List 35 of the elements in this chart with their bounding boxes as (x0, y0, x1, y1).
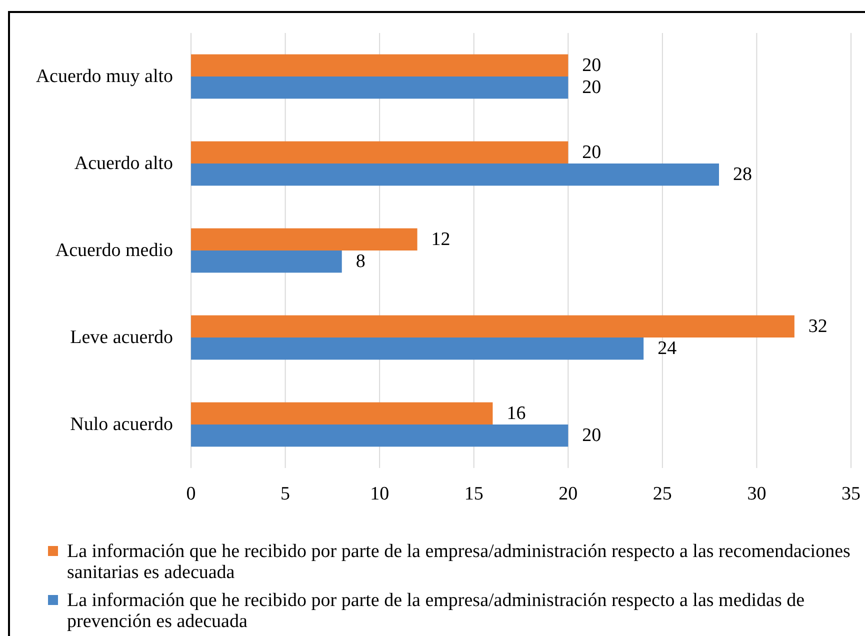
bar (191, 338, 644, 360)
bar (191, 424, 568, 447)
data-label: 12 (431, 228, 450, 250)
data-label: 16 (506, 402, 526, 424)
x-tick-label: 10 (370, 484, 390, 504)
bar (191, 76, 568, 99)
data-label: 24 (658, 338, 678, 360)
bar (191, 228, 418, 250)
data-label: 28 (733, 164, 752, 186)
bar (191, 164, 719, 186)
x-tick-label: 35 (842, 484, 860, 504)
data-label: 8 (356, 251, 366, 272)
y-tick-label: Nulo acuerdo (70, 414, 173, 435)
y-tick-label: Acuerdo medio (55, 240, 173, 261)
bar (191, 250, 342, 273)
y-tick-label: Acuerdo muy alto (36, 66, 173, 87)
bar (191, 315, 794, 338)
data-label: 32 (808, 316, 828, 337)
y-tick-label: Leve acuerdo (70, 327, 173, 348)
x-tick-label: 15 (464, 484, 484, 504)
y-tick-label: Acuerdo alto (74, 153, 173, 174)
data-label: 20 (582, 142, 602, 163)
x-tick-label: 5 (280, 484, 290, 504)
bar (191, 54, 568, 76)
x-tick-label: 25 (652, 484, 672, 504)
legend-label: La información que he recibido por parte de la empresa/administración respecto a las recomendaciones sanitarias es adecuada (67, 540, 850, 582)
x-tick-label: 0 (186, 484, 196, 504)
legend-label: La información que he recibido por parte de la empresa/administración respecto a las medidas de prevención es adecuada (67, 590, 805, 632)
data-label: 20 (582, 54, 602, 76)
data-label: 20 (582, 77, 602, 98)
x-tick-label: 30 (747, 484, 766, 504)
data-label: 20 (582, 425, 602, 446)
bar (191, 402, 493, 424)
x-tick-label: 20 (558, 484, 578, 504)
bar (191, 141, 568, 164)
